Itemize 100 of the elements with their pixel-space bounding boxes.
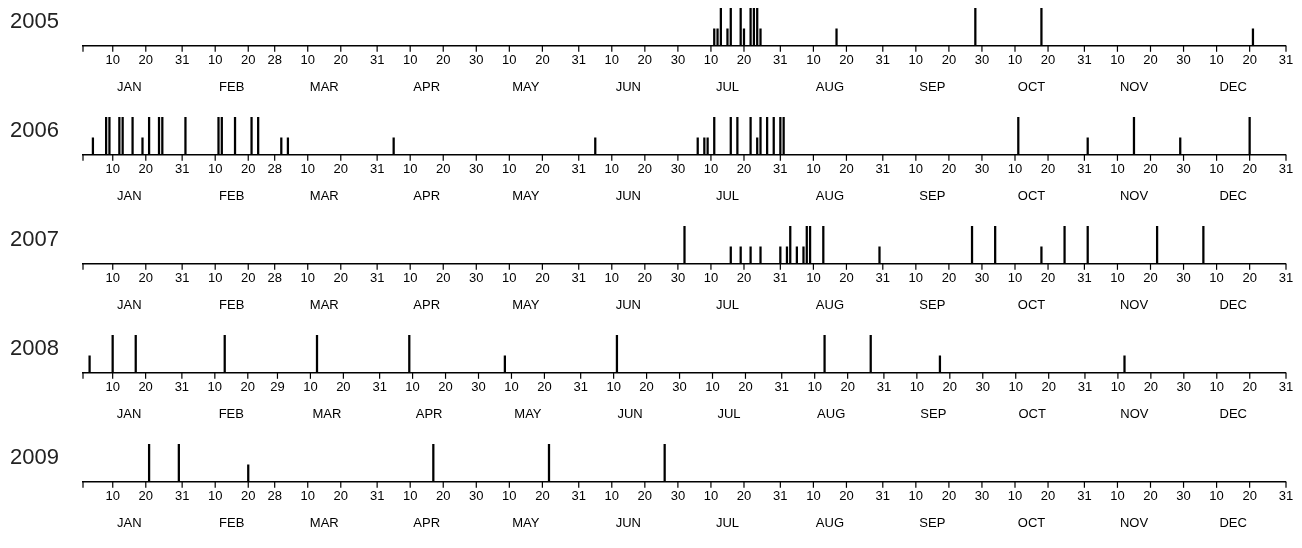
x-tick-label: 31 (369, 161, 385, 177)
x-tick-label: 10 (606, 379, 621, 395)
x-tick-label: 31 (174, 161, 190, 177)
x-tick-label: 10 (908, 270, 924, 286)
x2-tick-label: NOV (1119, 187, 1149, 203)
x2-tick-label: DEC (1219, 405, 1247, 421)
x-tick-label: 20 (241, 161, 256, 177)
x2-tick-label: FEB (219, 296, 245, 312)
x2-tick-label: JAN (116, 296, 142, 312)
x-tick-label: 28 (267, 161, 282, 177)
x2-tick-label: JUN (615, 514, 641, 530)
x-tick-label: 20 (1143, 161, 1158, 177)
x-tick-label: 10 (1007, 270, 1023, 286)
x-tick-label: 20 (241, 52, 256, 68)
x-tick-label: 20 (1040, 52, 1056, 68)
x-tick-label: 20 (1242, 52, 1257, 68)
x-tick-label: 10 (405, 379, 420, 395)
x-tick-label: 20 (436, 488, 451, 504)
x-tick-label: 31 (773, 270, 788, 286)
x2-tick-label: AUG (817, 405, 846, 421)
x2-tick-label: AUG (815, 296, 844, 312)
x-tick-label: 20 (537, 379, 552, 395)
x-tick-label: 20 (535, 488, 550, 504)
x-tick-label: 28 (267, 270, 282, 286)
chart-title: 2008 (10, 335, 59, 361)
x2-tick-label: SEP (919, 78, 946, 94)
x-tick-label: 10 (1209, 488, 1224, 504)
x-tick-label: 10 (207, 379, 223, 395)
x-tick-label: 30 (1176, 379, 1192, 395)
x-tick-label: 20 (336, 379, 351, 395)
x-tick-label: 20 (839, 52, 854, 68)
x-tick-label: 10 (300, 270, 315, 286)
x-tick-label: 20 (1242, 161, 1257, 177)
x-tick-label: 10 (1209, 379, 1225, 395)
x2-tick-label: DEC (1219, 78, 1247, 94)
x-tick-label: 31 (876, 379, 892, 395)
x-tick-label: 31 (774, 379, 789, 395)
x2-tick-label: OCT (1017, 187, 1046, 203)
x2-tick-label: JUN (615, 187, 641, 203)
x-tick-label: 31 (1077, 488, 1092, 504)
x-tick-label: 30 (672, 379, 687, 395)
x2-tick-label: SEP (919, 296, 946, 312)
x2-tick-label: JAN (116, 514, 142, 530)
x-tick-label: 20 (1143, 488, 1158, 504)
x-tick-label: 20 (736, 270, 752, 286)
x2-tick-label: NOV (1119, 78, 1149, 94)
x-tick-label: 20 (736, 488, 752, 504)
x-tick-label: 30 (469, 488, 484, 504)
x-tick-label: 30 (471, 379, 486, 395)
x-tick-label: 10 (207, 488, 223, 504)
x-tick-label: 20 (736, 161, 752, 177)
x-tick-label: 20 (941, 488, 957, 504)
x-tick-label: 20 (535, 161, 550, 177)
x2-tick-label: MAR (309, 296, 339, 312)
x-tick-label: 31 (1077, 270, 1092, 286)
x2-tick-label: APR (415, 405, 443, 421)
x2-tick-label: DEC (1219, 187, 1247, 203)
x2-tick-label: APR (413, 296, 441, 312)
x2-tick-label: JAN (116, 78, 142, 94)
x2-tick-label: AUG (815, 514, 844, 530)
x-tick-label: 31 (1278, 52, 1294, 68)
x-tick-label: 29 (270, 379, 285, 395)
x-tick-label: 31 (1077, 161, 1092, 177)
x-tick-label: 30 (974, 161, 990, 177)
x2-tick-label: JUL (715, 296, 740, 312)
x-tick-label: 10 (402, 488, 418, 504)
x-tick-label: 10 (604, 488, 620, 504)
x2-tick-label: MAY (512, 296, 540, 312)
x-tick-label: 31 (369, 270, 385, 286)
x2-tick-label: SEP (919, 514, 946, 530)
x-tick-label: 10 (1007, 52, 1023, 68)
x-tick-label: 10 (1110, 52, 1125, 68)
x2-tick-label: SEP (919, 187, 946, 203)
x-tick-label: 31 (571, 270, 586, 286)
x-tick-label: 10 (908, 161, 924, 177)
x-tick-label: 20 (436, 270, 451, 286)
x-tick-label: 10 (703, 270, 719, 286)
x-tick-label: 10 (1110, 161, 1125, 177)
x-tick-label: 31 (174, 488, 190, 504)
x-tick-label: 30 (670, 161, 686, 177)
x-tick-label: 31 (174, 270, 190, 286)
x-tick-label: 31 (875, 52, 891, 68)
chart-title: 2005 (10, 8, 59, 34)
x-tick-label: 20 (138, 488, 154, 504)
x-tick-label: 20 (637, 52, 653, 68)
x-tick-label: 31 (174, 379, 190, 395)
x2-tick-label: FEB (218, 405, 244, 421)
x-tick-label: 10 (105, 161, 120, 177)
x-tick-label: 31 (571, 161, 586, 177)
x-tick-label: 20 (941, 270, 957, 286)
x-tick-label: 10 (105, 270, 120, 286)
x-tick-label: 10 (504, 379, 519, 395)
x-tick-label: 10 (303, 379, 318, 395)
x-tick-label: 10 (502, 52, 517, 68)
x-tick-label: 20 (535, 52, 550, 68)
x-tick-label: 31 (571, 52, 586, 68)
x-tick-label: 10 (705, 379, 720, 395)
x-tick-label: 10 (105, 379, 120, 395)
x2-tick-label: FEB (219, 78, 245, 94)
x-tick-label: 20 (1242, 270, 1257, 286)
